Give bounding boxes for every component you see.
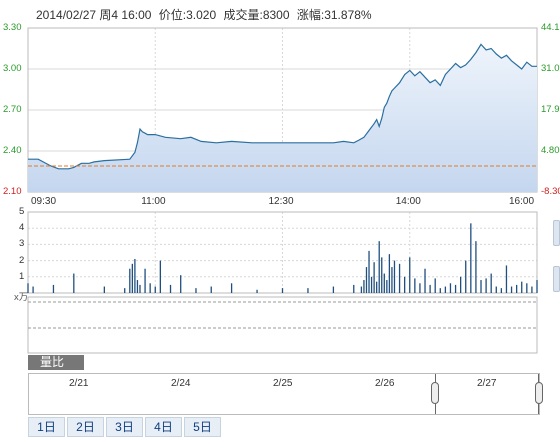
volume-tick-label: 4	[19, 222, 25, 234]
date-navigator[interactable]: 2/21 2/24 2/25 2/26 2/27	[28, 373, 543, 415]
header-change: 涨幅:31.878%	[296, 8, 372, 22]
price-tick-label: 2.70	[3, 104, 22, 115]
quote-header: 2014/02/27 周4 16:00 价位:3.020 成交量:8300 涨幅…	[36, 6, 376, 22]
navigator-left-handle[interactable]	[431, 382, 439, 404]
price-tick-label: 3.00	[3, 63, 22, 74]
price-line	[28, 43, 537, 170]
percent-tick-label: 31.0	[541, 63, 560, 74]
price-area	[28, 44, 537, 193]
range-tab-5d[interactable]: 5日	[184, 417, 221, 437]
navigator-date-label: 2/25	[273, 378, 293, 389]
price-tick-label: 3.30	[3, 22, 22, 33]
volume-tick-label: 3	[19, 238, 25, 250]
percent-tick-label: 4.80	[541, 145, 560, 156]
volume-tick-label: 5	[19, 206, 25, 217]
range-tab-4d[interactable]: 4日	[145, 417, 182, 437]
price-tick-label: 2.40	[3, 145, 22, 156]
header-volume: 成交量:8300	[223, 8, 290, 22]
percent-tick-label: 44.1	[541, 22, 560, 33]
time-tick-label: 16:00	[509, 196, 535, 207]
indicator-panel-border	[27, 296, 538, 354]
navigator-date-label: 2/27	[477, 378, 497, 389]
volume-tick-label: 2	[19, 254, 25, 266]
price-panel	[27, 27, 538, 193]
volume-unit-label: x万	[14, 292, 29, 303]
time-tick-label: 09:30	[31, 196, 57, 207]
volume-panel	[27, 211, 538, 294]
navigator-date-label: 2/26	[375, 378, 395, 389]
range-tab-3d[interactable]: 3日	[106, 417, 143, 437]
time-tick-label: 12:30	[268, 196, 294, 207]
side-expand-button[interactable]	[553, 220, 560, 246]
percent-tick-label: -8.30	[541, 186, 560, 197]
range-tab-2d[interactable]: 2日	[67, 417, 104, 437]
percent-tick-label: 17.9	[541, 104, 560, 115]
range-tab-1d[interactable]: 1日	[28, 417, 65, 437]
indicator-panel	[27, 296, 538, 354]
time-tick-label: 11:00	[141, 196, 166, 207]
navigator-right-handle[interactable]	[535, 382, 543, 404]
price-tick-label: 2.10	[3, 186, 22, 197]
navigator-selection-window[interactable]	[431, 374, 543, 414]
header-price: 价位:3.020	[158, 8, 217, 22]
navigator-date-label: 2/24	[171, 378, 191, 389]
time-tick-label: 14:00	[395, 196, 421, 207]
header-datetime: 2014/02/27 周4 16:00	[36, 8, 152, 22]
range-tabs: 1日 2日 3日 4日 5日	[28, 417, 221, 437]
navigator-date-label: 2/21	[69, 378, 89, 389]
indicator-tab-volume-ratio[interactable]: 量比	[28, 355, 84, 370]
side-collapse-button[interactable]	[553, 266, 560, 292]
volume-tick-label: 1	[19, 270, 25, 282]
